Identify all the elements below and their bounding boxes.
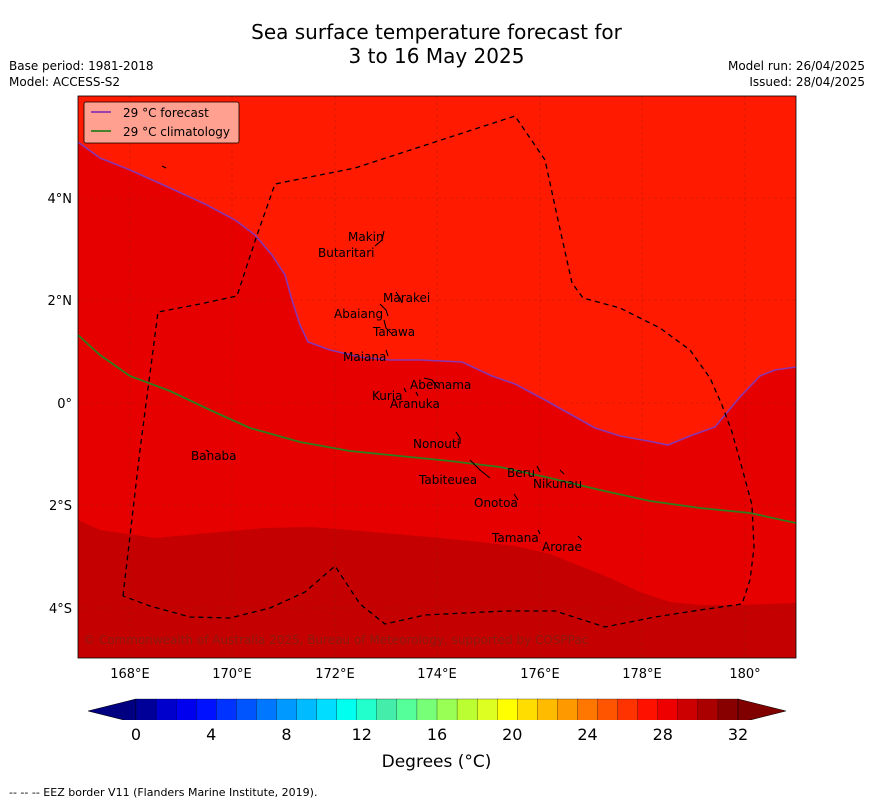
colorbar-cell	[657, 698, 679, 720]
place-maiana: Maiana	[343, 350, 386, 364]
place-tarawa: Tarawa	[372, 325, 415, 339]
colorbar-cell	[336, 698, 358, 720]
lon-tick-172e: 172°E	[315, 667, 355, 682]
place-abaiang: Abaiang	[334, 307, 383, 321]
lon-tick-180: 180°	[729, 667, 760, 682]
eez-border	[122, 115, 755, 628]
place-tabiteuea: Tabiteuea	[418, 473, 477, 487]
place-kuria: Kuria	[372, 389, 403, 403]
colorbar-label-8: 8	[281, 725, 292, 744]
colorbar-over-arrow	[737, 698, 787, 720]
place-nikunau: Nikunau	[533, 477, 582, 491]
legend-box	[83, 101, 240, 144]
colorbar-cell	[537, 698, 558, 720]
colorbar-cell	[597, 698, 619, 720]
colorbar-cell	[517, 698, 538, 720]
map-legend: 29 °C forecast 29 °C climatology	[83, 101, 240, 144]
graticule	[78, 96, 796, 658]
colorbar-title: Degrees (°C)	[381, 752, 492, 772]
colorbar-label-20: 20	[502, 725, 523, 744]
title-line-1: Sea surface temperature forecast for	[251, 20, 622, 44]
model-text: Model: ACCESS-S2	[9, 75, 121, 89]
colorbar-label-0: 0	[130, 725, 142, 744]
colorbar-label-12: 12	[351, 725, 372, 744]
colorbar-cell	[717, 698, 739, 720]
place-marakei: Marakei	[383, 291, 430, 305]
model-run-info: Model run: 26/04/2025 Issued: 28/04/2025	[728, 58, 865, 90]
lat-tick-4n: 4°N	[48, 192, 73, 207]
colorbar-label-4: 4	[206, 725, 217, 744]
place-aranuka: Aranuka	[390, 397, 440, 411]
colorbar-cell	[557, 698, 579, 720]
sst-map: Makin Butaritari Marakei Abaiang Tarawa …	[48, 95, 797, 720]
island-outlines	[161, 165, 583, 541]
eez-footnote: -- -- -- EEZ border V11 (Flanders Marine…	[9, 786, 318, 799]
colorbar-label-32: 32	[727, 725, 749, 744]
sst-field: Makin Butaritari Marakei Abaiang Tarawa …	[78, 96, 796, 658]
lon-tick-168e: 168°E	[110, 667, 150, 682]
colorbar-cell	[135, 698, 157, 720]
colorbar-cell	[236, 698, 257, 720]
colorbar-cell	[256, 698, 278, 720]
place-beru: Beru	[507, 466, 535, 480]
issued-text: Issued: 28/04/2025	[749, 75, 865, 89]
base-period-info: Base period: 1981-2018 Model: ACCESS-S2	[9, 58, 154, 90]
map-title: Sea surface temperature forecast for 3 t…	[0, 20, 873, 68]
colorbar-cell	[637, 698, 659, 720]
place-tamana: Tamana	[491, 531, 539, 545]
lon-tick-174e: 174°E	[417, 667, 457, 682]
latitude-ticks: 4°N 2°N 0° 2°S 4°S	[48, 192, 73, 617]
place-arorae: Arorae	[542, 540, 582, 554]
place-butaritari: Butaritari	[318, 246, 375, 260]
lon-tick-170e: 170°E	[212, 667, 252, 682]
colorbar-cell	[356, 698, 378, 720]
lon-tick-176e: 176°E	[520, 667, 560, 682]
colorbar-cell	[476, 698, 498, 720]
title-line-2: 3 to 16 May 2025	[348, 44, 525, 68]
colorbar-cell	[155, 698, 177, 720]
colorbar-under-arrow	[87, 698, 137, 720]
colorbar-cell	[276, 698, 298, 720]
colorbar-cells	[135, 698, 739, 720]
place-banaba: Banaba	[191, 449, 237, 463]
place-abemama: Abemama	[410, 378, 471, 392]
colorbar	[87, 698, 787, 720]
colorbar-cell	[617, 698, 639, 720]
lat-tick-2s: 2°S	[49, 499, 72, 514]
map-frame	[77, 95, 797, 659]
lat-tick-0: 0°	[57, 397, 72, 412]
colorbar-label-28: 28	[652, 725, 673, 744]
lat-tick-2n: 2°N	[48, 294, 73, 309]
model-run-text: Model run: 26/04/2025	[727, 59, 865, 73]
colorbar-cell	[196, 698, 217, 720]
lat-tick-4s: 4°S	[49, 602, 72, 617]
colorbar-cell	[396, 698, 418, 720]
colorbar-cell	[677, 698, 699, 720]
colorbar-cell	[416, 698, 438, 720]
colorbar-cell	[497, 698, 518, 720]
lon-tick-178e: 178°E	[622, 667, 662, 682]
place-nonouti: Nonouti	[413, 437, 460, 451]
colorbar-cell	[376, 698, 398, 720]
colorbar-cell	[577, 698, 599, 720]
longitude-ticks: 168°E 170°E 172°E 174°E 176°E 178°E 180°	[110, 667, 760, 682]
colorbar-cell	[216, 698, 237, 720]
colorbar-cell	[316, 698, 338, 720]
colorbar-cell	[436, 698, 458, 720]
copyright-notice: © Commonwealth of Australia 2025, Bureau…	[83, 633, 588, 647]
colorbar-cell	[175, 698, 197, 720]
place-makin: Makin	[348, 230, 384, 244]
colorbar-cell	[456, 698, 478, 720]
climatology-29c-contour	[78, 334, 796, 524]
colorbar-cell	[296, 698, 318, 720]
place-onotoa: Onotoa	[474, 496, 518, 510]
legend-climatology-label: 29 °C climatology	[123, 125, 230, 139]
colorbar-label-24: 24	[577, 725, 598, 744]
colorbar-cell	[697, 698, 719, 720]
forecast-29c-contour	[78, 141, 796, 446]
place-labels: Makin Butaritari Marakei Abaiang Tarawa …	[191, 230, 582, 554]
legend-forecast-label: 29 °C forecast	[123, 106, 209, 120]
colorbar-label-16: 16	[426, 725, 448, 744]
base-period-text: Base period: 1981-2018	[9, 59, 154, 73]
